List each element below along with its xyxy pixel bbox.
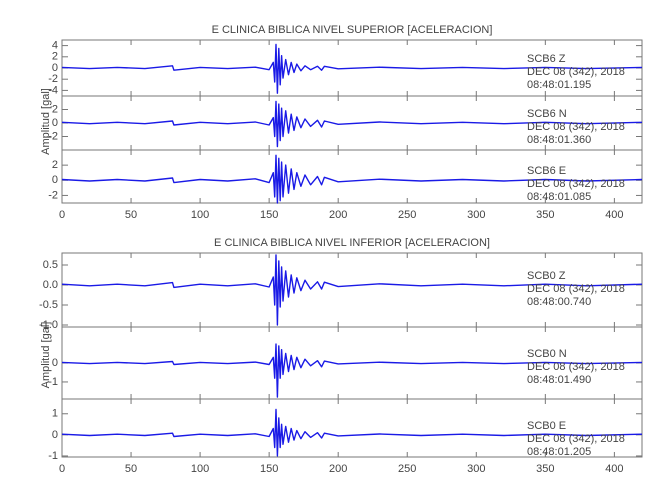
y-axis-label: Amplitud [gal]: [40, 88, 52, 155]
station-label: SCB0 N: [527, 348, 567, 360]
x-tick-label: 350: [536, 209, 554, 221]
y-tick-label: 2: [52, 159, 58, 171]
waveform: [61, 254, 643, 326]
x-tick-label: 50: [125, 463, 137, 475]
trace-time: 08:48:01.360: [527, 134, 591, 146]
y-tick-label: 0: [52, 429, 58, 441]
x-tick-label: 200: [329, 209, 347, 221]
y-tick-label: 0: [52, 174, 58, 186]
waveform: [61, 408, 643, 457]
x-tick-label: 300: [467, 463, 485, 475]
x-tick-label: 0: [59, 463, 65, 475]
y-tick-label: 0: [52, 117, 58, 129]
station-label: SCB6 N: [527, 108, 567, 120]
y-tick-label: 0.0: [43, 279, 58, 291]
x-tick-label: 250: [398, 463, 416, 475]
waveform: [61, 100, 643, 148]
y-tick-label: -1: [48, 376, 58, 388]
y-tick-label: -2: [48, 73, 58, 85]
trace-date: DEC 08 (342), 2018: [527, 66, 625, 78]
x-tick-label: 250: [398, 209, 416, 221]
trace-time: 08:48:01.085: [527, 191, 591, 203]
y-tick-label: 0: [52, 357, 58, 369]
x-tick-label: 350: [536, 463, 554, 475]
x-tick-label: 300: [467, 209, 485, 221]
y-tick-label: 4: [52, 40, 58, 52]
y-tick-label: -2: [48, 130, 58, 142]
station-label: SCB0 E: [527, 420, 566, 432]
x-tick-label: 50: [125, 209, 137, 221]
trace-date: DEC 08 (342), 2018: [527, 361, 625, 373]
y-tick-label: 0.5: [43, 259, 58, 271]
chart-title: E CLINICA BIBLICA NIVEL SUPERIOR [ACELER…: [212, 24, 493, 36]
trace-time: 08:48:00.740: [527, 296, 591, 308]
y-tick-label: -1.0: [39, 319, 58, 331]
station-label: SCB0 Z: [527, 270, 566, 282]
x-tick-label: 150: [260, 209, 278, 221]
y-tick-label: 2: [52, 51, 58, 63]
x-tick-label: 400: [605, 463, 623, 475]
waveform: [61, 343, 643, 398]
y-tick-label: -0.5: [39, 299, 58, 311]
x-tick-label: 100: [191, 463, 209, 475]
y-axis-label: Amplitud [gal]: [40, 322, 52, 389]
x-tick-label: 0: [59, 209, 65, 221]
waveform: [61, 154, 643, 204]
trace-date: DEC 08 (342), 2018: [527, 433, 625, 445]
trace-frame: [61, 149, 643, 204]
y-tick-label: -1: [48, 450, 58, 462]
x-tick-label: 200: [329, 463, 347, 475]
y-tick-label: 2: [52, 103, 58, 115]
chart-title: E CLINICA BIBLICA NIVEL INFERIOR [ACELER…: [214, 237, 490, 249]
waveform: [61, 43, 643, 94]
x-tick-label: 400: [605, 209, 623, 221]
y-tick-label: -4: [48, 84, 58, 96]
trace-time: 08:48:01.490: [527, 374, 591, 386]
trace-date: DEC 08 (342), 2018: [527, 178, 625, 190]
trace-frame: [61, 398, 643, 458]
trace-time: 08:48:01.195: [527, 79, 591, 91]
x-tick-label: 100: [191, 209, 209, 221]
y-tick-label: -2: [48, 189, 58, 201]
x-tick-label: 150: [260, 463, 278, 475]
station-label: SCB6 E: [527, 165, 566, 177]
trace-time: 08:48:01.205: [527, 446, 591, 458]
trace-date: DEC 08 (342), 2018: [527, 283, 625, 295]
trace-date: DEC 08 (342), 2018: [527, 121, 625, 133]
y-tick-label: 0: [52, 62, 58, 74]
y-tick-label: 1: [52, 408, 58, 420]
station-label: SCB6 Z: [527, 53, 566, 65]
